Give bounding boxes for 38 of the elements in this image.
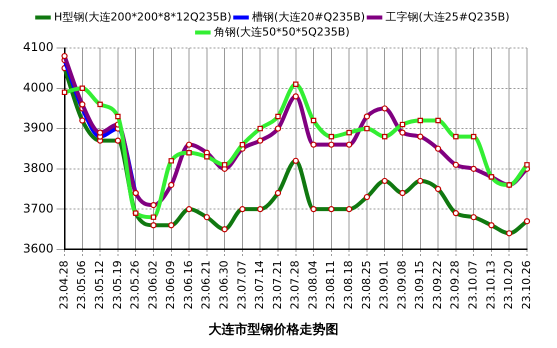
y-tick-label: 3900 (22, 120, 54, 135)
x-tick-label: 23.10.13 (484, 260, 498, 310)
x-tick-label: 23.08.18 (342, 260, 355, 310)
x-tick-label: 23.06.09 (164, 260, 178, 310)
x-tick-label: 23.08.04 (306, 260, 320, 310)
x-tick-label: 23.05.19 (110, 260, 124, 310)
x-tick-label: 23.09.15 (413, 260, 426, 310)
y-tick-label: 4100 (22, 40, 54, 54)
legend-label: 槽钢(大连20#Q235B) (252, 10, 366, 24)
x-tick-label: 23.06.02 (146, 260, 160, 310)
x-tick-label: 23.09.01 (378, 260, 391, 310)
y-tick-label: 3600 (22, 242, 54, 256)
x-tick-label: 23.06.30 (217, 260, 230, 310)
x-tick-label: 23.07.07 (235, 260, 248, 310)
text: 大连市型钢价格走势图 (208, 322, 338, 338)
legend-label: 角钢(大连50*50*5Q235B) (214, 25, 350, 38)
x-tick-label: 23.10.07 (466, 260, 480, 310)
x-tick-label: 23.10.26 (520, 260, 533, 310)
x-tick-label: 23.08.11 (324, 260, 338, 310)
x-tick-label: 23.07.14 (253, 260, 266, 310)
x-tick-label: 23.05.12 (92, 260, 106, 310)
x-tick-label: 23.07.21 (270, 260, 284, 310)
x-tick-label: 23.07.28 (288, 260, 302, 310)
legend-label: 工字钢(大连25#Q235B) (386, 10, 510, 24)
x-tick-label: 23.08.25 (360, 260, 373, 310)
y-tick-label: 3700 (22, 201, 54, 216)
y-tick-label: 4000 (22, 80, 54, 94)
x-tick-label: 23.06.21 (200, 260, 213, 310)
x-tick-label: 23.09.28 (448, 260, 462, 310)
x-tick-label: 23.09.08 (395, 260, 408, 310)
x-tick-label: 23.04.28 (57, 260, 70, 310)
legend-label: H型钢(大连200*200*8*12Q235B) (54, 10, 232, 24)
x-tick-label: 23.05.26 (128, 260, 142, 310)
x-tick-label: 23.05.06 (75, 260, 88, 310)
x-tick-label: 23.06.16 (182, 260, 195, 310)
x-tick-label: 23.09.22 (430, 260, 444, 310)
x-tick-label: 23.10.20 (502, 260, 516, 310)
y-tick-label: 3800 (22, 160, 54, 175)
